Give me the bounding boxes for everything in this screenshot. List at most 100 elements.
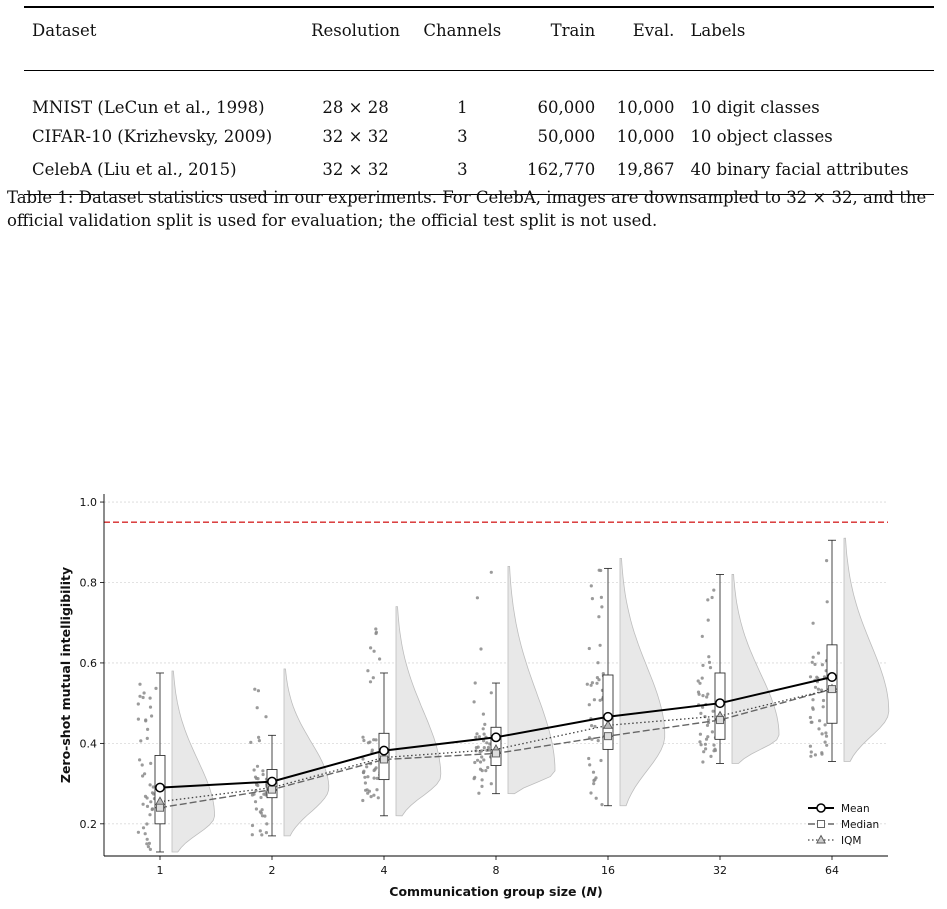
data-point <box>809 720 813 724</box>
data-point <box>374 738 378 742</box>
data-point <box>482 739 486 743</box>
data-point <box>143 832 147 836</box>
cell-dataset: CIFAR-10 (Krizhevsky, 2009) <box>32 126 273 146</box>
data-point <box>362 738 366 743</box>
data-point <box>597 568 601 572</box>
x-tick-label: 2 <box>269 864 276 877</box>
data-point <box>366 775 370 779</box>
figure-container: 0.2 0.4 0.6 0.8 1.0 1 2 4 8 16 32 64 Communication g… <box>0 486 947 904</box>
data-point <box>702 750 706 754</box>
data-point <box>811 621 815 625</box>
mean-marker <box>155 782 165 793</box>
mean-marker <box>827 672 837 682</box>
data-point <box>585 682 589 686</box>
median-marker <box>716 716 724 725</box>
data-point <box>710 730 715 734</box>
data-point <box>482 758 486 762</box>
data-point <box>484 769 488 773</box>
data-point <box>264 715 268 719</box>
header-eval: Eval. <box>632 21 675 41</box>
x-tick-label: 8 <box>493 864 500 877</box>
mean-marker <box>267 776 277 787</box>
cell-train: 162,770 <box>527 159 596 179</box>
data-point <box>482 746 486 750</box>
data-point <box>808 744 813 748</box>
data-point <box>473 760 477 765</box>
data-point <box>256 689 260 693</box>
header-channels: Channels <box>423 21 502 41</box>
violin-16 <box>619 557 666 807</box>
data-point <box>148 847 152 851</box>
data-point <box>141 695 145 700</box>
data-point <box>368 680 373 684</box>
data-point <box>599 758 603 763</box>
cell-eval: 10,000 <box>616 97 675 117</box>
data-point <box>144 719 148 723</box>
data-point <box>698 681 702 685</box>
data-point <box>260 814 265 818</box>
data-point <box>811 707 815 711</box>
data-point <box>255 706 259 710</box>
data-point <box>587 703 591 707</box>
data-point <box>254 807 258 811</box>
y-tick-label: 0.2 <box>80 818 98 831</box>
y-tick-label: 0.8 <box>80 576 98 589</box>
data-point <box>811 698 815 702</box>
data-point <box>589 683 593 687</box>
data-point <box>265 822 269 826</box>
dataset-table: Dataset Resolution Channels Train Eval. … <box>24 8 934 186</box>
data-point <box>138 758 142 762</box>
data-point <box>820 663 825 667</box>
data-point <box>376 796 380 800</box>
data-point <box>147 841 151 845</box>
data-point <box>150 714 154 718</box>
data-point <box>816 651 821 655</box>
data-point <box>149 800 153 804</box>
data-point <box>808 715 813 720</box>
data-point <box>478 760 483 764</box>
data-point <box>264 831 268 835</box>
data-point <box>821 698 826 703</box>
data-point <box>825 600 829 604</box>
data-point <box>366 741 370 745</box>
median-marker <box>492 749 500 758</box>
data-point <box>371 676 375 680</box>
data-point <box>136 702 140 706</box>
data-point <box>821 705 825 709</box>
data-point <box>701 663 705 667</box>
data-point <box>590 681 595 685</box>
data-point <box>258 829 262 833</box>
data-point <box>154 686 158 690</box>
data-point <box>257 739 261 743</box>
data-point <box>712 588 716 592</box>
data-point <box>474 746 478 750</box>
violin-1 <box>171 670 216 853</box>
mean-marker <box>379 745 389 756</box>
data-point <box>253 775 258 779</box>
data-point <box>810 660 814 664</box>
legend-label: Median <box>841 819 879 831</box>
data-point <box>146 727 150 731</box>
data-point <box>141 826 146 830</box>
data-point <box>599 595 604 599</box>
data-point <box>601 672 605 676</box>
data-point <box>139 739 143 743</box>
data-point <box>480 769 484 773</box>
data-point <box>707 655 711 659</box>
data-point <box>594 796 598 800</box>
data-point <box>486 745 491 750</box>
y-tick-label: 0.4 <box>80 737 98 750</box>
data-point <box>697 692 701 696</box>
data-point <box>813 685 818 689</box>
data-point <box>366 669 370 673</box>
dataset-table-container: Dataset Resolution Channels Train Eval. … <box>24 6 934 196</box>
data-point <box>596 661 600 665</box>
y-tick-label: 1.0 <box>80 496 98 509</box>
data-point <box>482 732 486 736</box>
data-point <box>151 785 155 789</box>
violin-32 <box>731 573 780 764</box>
data-point <box>813 753 818 757</box>
header-labels: Labels <box>690 21 746 41</box>
data-point <box>489 782 493 786</box>
data-point <box>590 724 594 728</box>
